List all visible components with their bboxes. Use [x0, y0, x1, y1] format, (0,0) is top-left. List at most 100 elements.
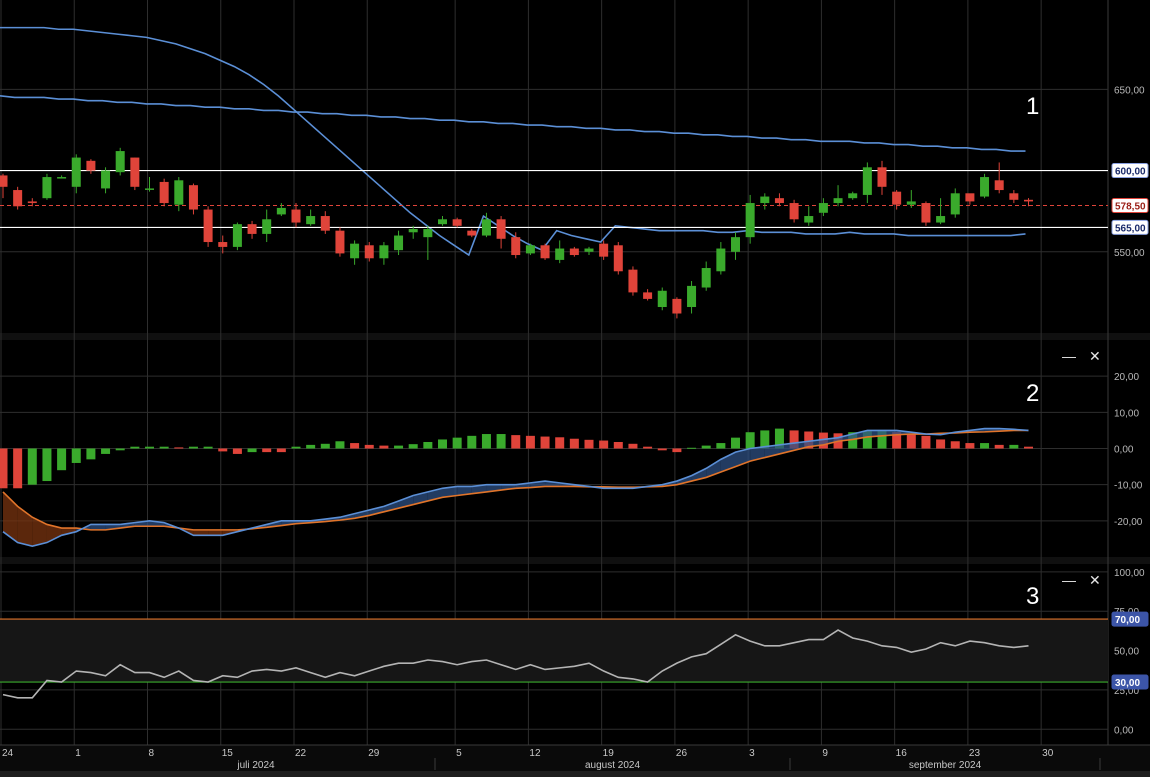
candle-down: [364, 245, 374, 259]
rsi-panel[interactable]: [0, 618, 1108, 699]
price-panel[interactable]: [0, 26, 1108, 319]
macd-fill: [193, 529, 209, 536]
macd-histogram-bar: [716, 443, 726, 449]
macd-histogram-bar: [628, 443, 638, 449]
panel-separator: [0, 333, 1150, 340]
x-tick-label: 22: [295, 748, 307, 759]
macd-histogram-bar: [247, 448, 257, 453]
candle-down: [921, 203, 931, 223]
candle-down: [218, 242, 228, 247]
panel-separator: [0, 557, 1150, 564]
last-price-label-bg: [1111, 197, 1149, 213]
macd-histogram-bar: [657, 448, 667, 451]
y-tick-label: 100,00: [1114, 568, 1145, 579]
macd-histogram-bar: [364, 444, 374, 449]
macd-fill: [17, 506, 33, 547]
macd-histogram-bar: [511, 435, 521, 449]
x-tick-label: 19: [603, 748, 615, 759]
x-tick-label: 5: [456, 748, 462, 759]
macd-histogram-bar: [145, 446, 154, 449]
candle-down: [0, 175, 8, 187]
macd-histogram-bar: [496, 434, 506, 449]
macd-histogram-bar: [1009, 444, 1019, 449]
signal-line: [2, 429, 1029, 531]
rsi-lower-label-bg: [1111, 674, 1149, 690]
candle-up: [276, 207, 286, 215]
candle-up: [101, 170, 111, 189]
macd-histogram-bar: [130, 446, 140, 449]
rsi-close-button[interactable]: ✕: [1089, 572, 1101, 588]
candle-up: [950, 193, 960, 215]
candle-down: [877, 167, 887, 187]
y-tick-label: 0,00: [1114, 725, 1134, 736]
macd-histogram-bar: [687, 447, 697, 449]
candle-up: [423, 229, 433, 238]
macd-histogram-bar: [906, 434, 916, 449]
candle-up: [731, 237, 740, 252]
macd-histogram-bar: [525, 435, 535, 449]
x-month-label: september 2024: [909, 760, 982, 771]
candle-up: [584, 248, 594, 252]
candle-up: [232, 224, 242, 247]
rsi-lower-label: 30,00: [1115, 678, 1140, 689]
candle-up: [555, 248, 565, 260]
macd-minimize-button[interactable]: —: [1062, 348, 1076, 364]
macd-histogram-bar: [892, 432, 902, 449]
macd-fill: [3, 491, 18, 543]
candle-up: [657, 290, 667, 308]
macd-histogram-bar: [994, 444, 1004, 449]
candle-down: [789, 203, 799, 220]
macd-fill: [383, 500, 399, 512]
x-tick-label: 26: [676, 748, 688, 759]
macd-fill: [779, 443, 795, 454]
rsi-upper-label-bg: [1111, 611, 1149, 627]
macd-close-button[interactable]: ✕: [1089, 348, 1101, 364]
macd-fill: [867, 430, 882, 437]
moving-average-line-1: [0, 26, 1026, 257]
y-tick-label: 10,00: [1114, 408, 1139, 419]
macd-fill: [369, 506, 384, 516]
candle-up: [57, 177, 67, 179]
candle-down: [27, 201, 37, 204]
level-label: 600,00: [1115, 167, 1146, 178]
macd-panel[interactable]: [0, 427, 1033, 547]
candle-down: [320, 216, 330, 231]
candle-down: [994, 180, 1004, 191]
macd-histogram-bar: [262, 448, 272, 453]
candle-down: [159, 181, 169, 204]
macd-fill: [471, 484, 487, 494]
candle-down: [247, 224, 257, 234]
candle-down: [188, 185, 198, 210]
candle-up: [906, 201, 916, 205]
rsi-minimize-button[interactable]: —: [1062, 572, 1076, 588]
macd-histogram-bar: [555, 437, 565, 449]
candle-up: [481, 219, 491, 236]
candle-up: [42, 177, 52, 199]
macd-histogram-bar: [320, 443, 330, 449]
candle-down: [335, 230, 345, 254]
x-tick-label: 29: [368, 748, 380, 759]
candle-up: [71, 157, 81, 187]
candle-down: [643, 292, 653, 299]
rsi-line: [2, 629, 1029, 699]
y-tick-label: 50,00: [1114, 647, 1139, 658]
candle-down: [291, 209, 301, 223]
x-month-label: juli 2024: [236, 760, 275, 771]
candle-down: [628, 269, 638, 293]
macd-histogram-bar: [980, 443, 990, 449]
candle-down: [672, 298, 682, 314]
macd-fill: [90, 524, 106, 530]
candle-down: [540, 245, 550, 259]
candle-down: [13, 190, 23, 207]
x-tick-label: 30: [1042, 748, 1054, 759]
macd-histogram-bar: [936, 439, 946, 449]
candle-down: [613, 245, 623, 272]
rsi-upper-label: 70,00: [1115, 615, 1140, 626]
macd-histogram-bar: [950, 441, 960, 449]
candle-up: [701, 268, 711, 288]
macd-histogram-bar: [438, 439, 447, 449]
candle-up: [379, 245, 389, 259]
panel-number-2: 2: [1026, 380, 1040, 407]
panel-number-3: 3: [1026, 583, 1040, 610]
macd-fill: [457, 486, 472, 496]
